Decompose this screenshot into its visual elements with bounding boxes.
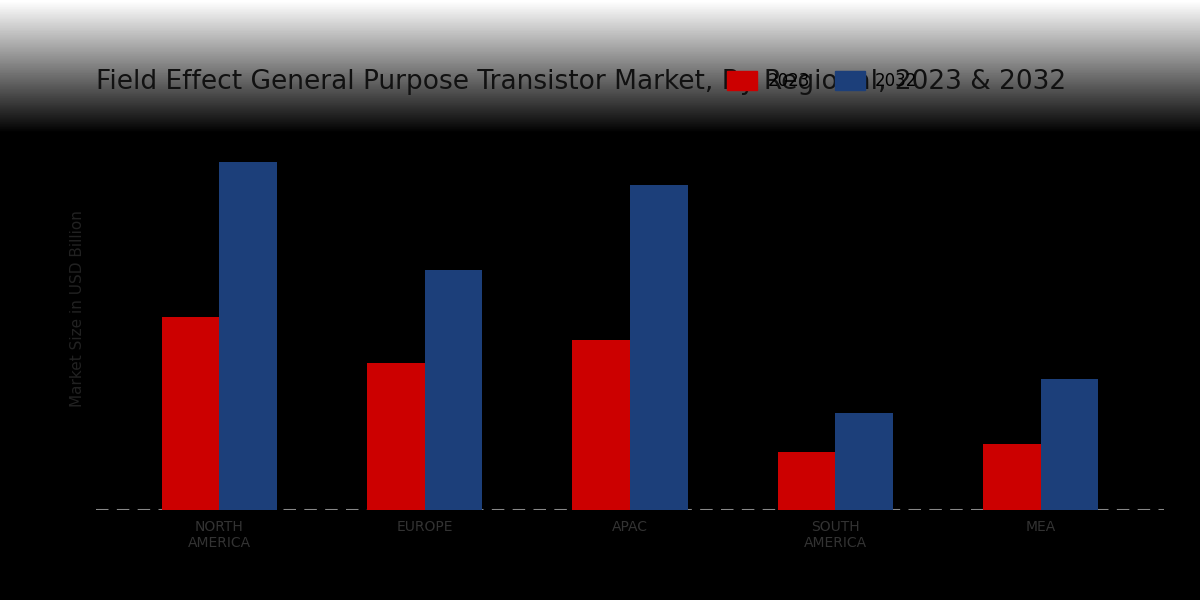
Text: 2.5: 2.5: [145, 299, 178, 317]
Y-axis label: Market Size in USD Billion: Market Size in USD Billion: [70, 211, 85, 407]
Text: Field Effect General Purpose Transistor Market, By Regional, 2023 & 2032: Field Effect General Purpose Transistor …: [96, 68, 1066, 95]
Bar: [983, 444, 1040, 510]
Bar: [220, 162, 277, 510]
Legend: 2023, 2032: 2023, 2032: [721, 64, 924, 97]
Bar: [425, 271, 482, 510]
Bar: [630, 185, 688, 510]
Bar: [367, 363, 425, 510]
Bar: [778, 452, 835, 510]
Bar: [1040, 379, 1098, 510]
Bar: [835, 413, 893, 510]
Bar: [572, 340, 630, 510]
Bar: [162, 317, 220, 510]
